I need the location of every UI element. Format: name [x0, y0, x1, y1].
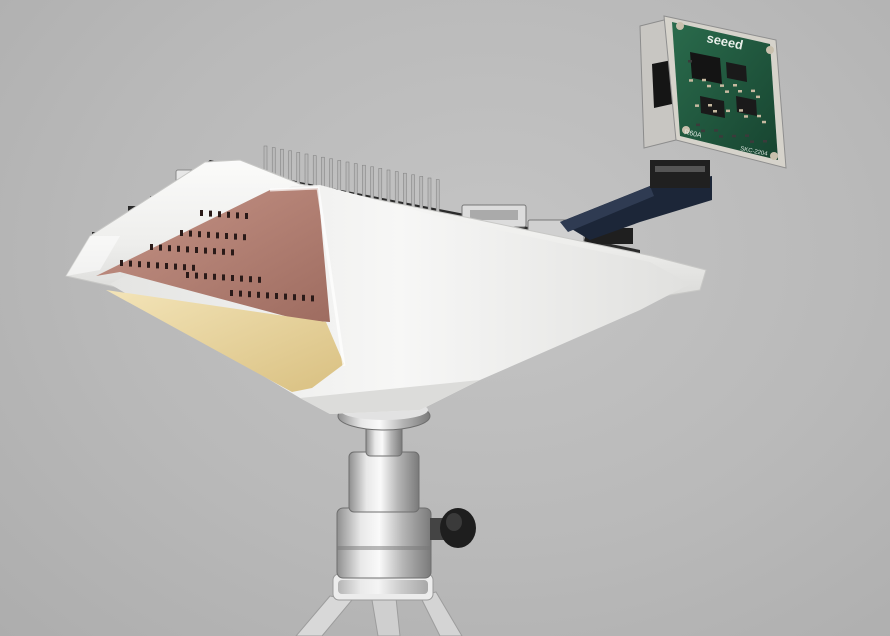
pcb-pad — [209, 210, 212, 217]
pcb-pad — [129, 260, 132, 267]
smd-part — [708, 104, 712, 107]
smd-part — [744, 115, 748, 118]
smd-part — [745, 134, 749, 137]
pcb-pad — [156, 262, 159, 269]
tripod-legs — [295, 591, 463, 636]
smd-part — [714, 129, 718, 132]
pcb-pad — [186, 246, 189, 253]
pcb-pad — [189, 230, 192, 237]
pcb-pad — [225, 233, 228, 239]
pcb-pad — [180, 230, 183, 236]
pcb-pad — [311, 295, 314, 302]
pcb-pad — [213, 248, 216, 255]
pcb-pad — [245, 213, 248, 219]
smd-part — [696, 123, 700, 127]
pcb-pad — [231, 275, 234, 281]
pad-pattern — [120, 210, 314, 302]
pcb-pad — [165, 263, 168, 269]
pcb-pad — [168, 245, 171, 252]
smd-part — [689, 79, 693, 82]
smd-part — [750, 140, 754, 143]
module-chips — [690, 52, 757, 118]
smd-part — [707, 84, 711, 88]
smd-part — [702, 78, 706, 82]
pcb-pad — [174, 263, 177, 270]
smd-part — [733, 84, 737, 87]
pcb-pad — [204, 247, 207, 254]
pcb-pad — [200, 210, 203, 216]
pcb-pad — [284, 293, 287, 300]
smd-part — [713, 110, 717, 113]
white-horn-enclosure — [65, 159, 707, 414]
pcb-pad — [183, 264, 186, 271]
smd-part — [738, 90, 742, 93]
pcb-pad — [150, 244, 153, 250]
smd-part — [757, 114, 761, 118]
pcb-pad — [222, 248, 225, 255]
pcb-pad — [248, 291, 251, 298]
pcb-pad — [266, 292, 269, 299]
pcb-pad — [138, 261, 141, 268]
pcb-pad — [213, 273, 216, 280]
pcb-pad — [204, 273, 207, 280]
smd-part — [751, 89, 755, 93]
pcb-pad — [216, 232, 219, 239]
pcb-pad — [275, 293, 278, 299]
pcb-pad — [257, 291, 260, 298]
pcb-pad — [207, 231, 210, 238]
pcb-pad — [236, 212, 239, 219]
pcb-pad — [195, 247, 198, 253]
pcb-pad — [231, 249, 234, 256]
pcb-pad — [159, 244, 162, 251]
pcb-pad — [234, 233, 237, 240]
smd-part — [762, 120, 766, 124]
smd-part — [756, 95, 760, 99]
smd-part — [726, 109, 730, 113]
pcb-pad — [293, 294, 296, 301]
pcb-pad — [230, 290, 233, 296]
smd-part — [720, 84, 724, 87]
smd-part — [732, 134, 736, 138]
locking-knob — [430, 508, 476, 548]
pcb-pad — [227, 211, 230, 218]
pcb-pad — [147, 261, 150, 268]
smd-part — [725, 90, 729, 93]
pcb-interior — [96, 188, 330, 322]
smd-part — [688, 60, 692, 63]
module-components — [688, 60, 767, 143]
smd-part — [739, 109, 743, 112]
absorber-foam — [106, 290, 344, 392]
pcb-pad — [120, 260, 123, 266]
smd-part — [701, 129, 705, 133]
tripod — [295, 400, 476, 636]
tripod-hub — [332, 573, 434, 601]
module-model-label: R60A — [684, 129, 703, 140]
pcb-pad — [177, 245, 180, 252]
pcb-pad — [222, 274, 225, 281]
smd-part — [763, 140, 767, 143]
smd-part — [719, 135, 723, 138]
pcb-pad — [198, 231, 201, 238]
pcb-pad — [249, 276, 252, 283]
pcb-pad — [218, 211, 221, 218]
smd-part — [695, 104, 699, 107]
tripod-column — [336, 451, 432, 579]
pcb-pad — [258, 276, 261, 283]
pcb-pad — [243, 234, 246, 241]
pcb-pad — [186, 272, 189, 278]
adapter-cable — [560, 160, 712, 240]
pcb-pad — [240, 275, 243, 282]
module-code-label: SKC-2204 — [740, 146, 769, 158]
pcb-pad — [192, 264, 195, 271]
sensor-module: seeed R60A SKC-2204 — [639, 15, 787, 169]
pcb-pad — [302, 294, 305, 301]
pcb-pad — [239, 290, 242, 297]
pcb-pad — [195, 272, 198, 279]
